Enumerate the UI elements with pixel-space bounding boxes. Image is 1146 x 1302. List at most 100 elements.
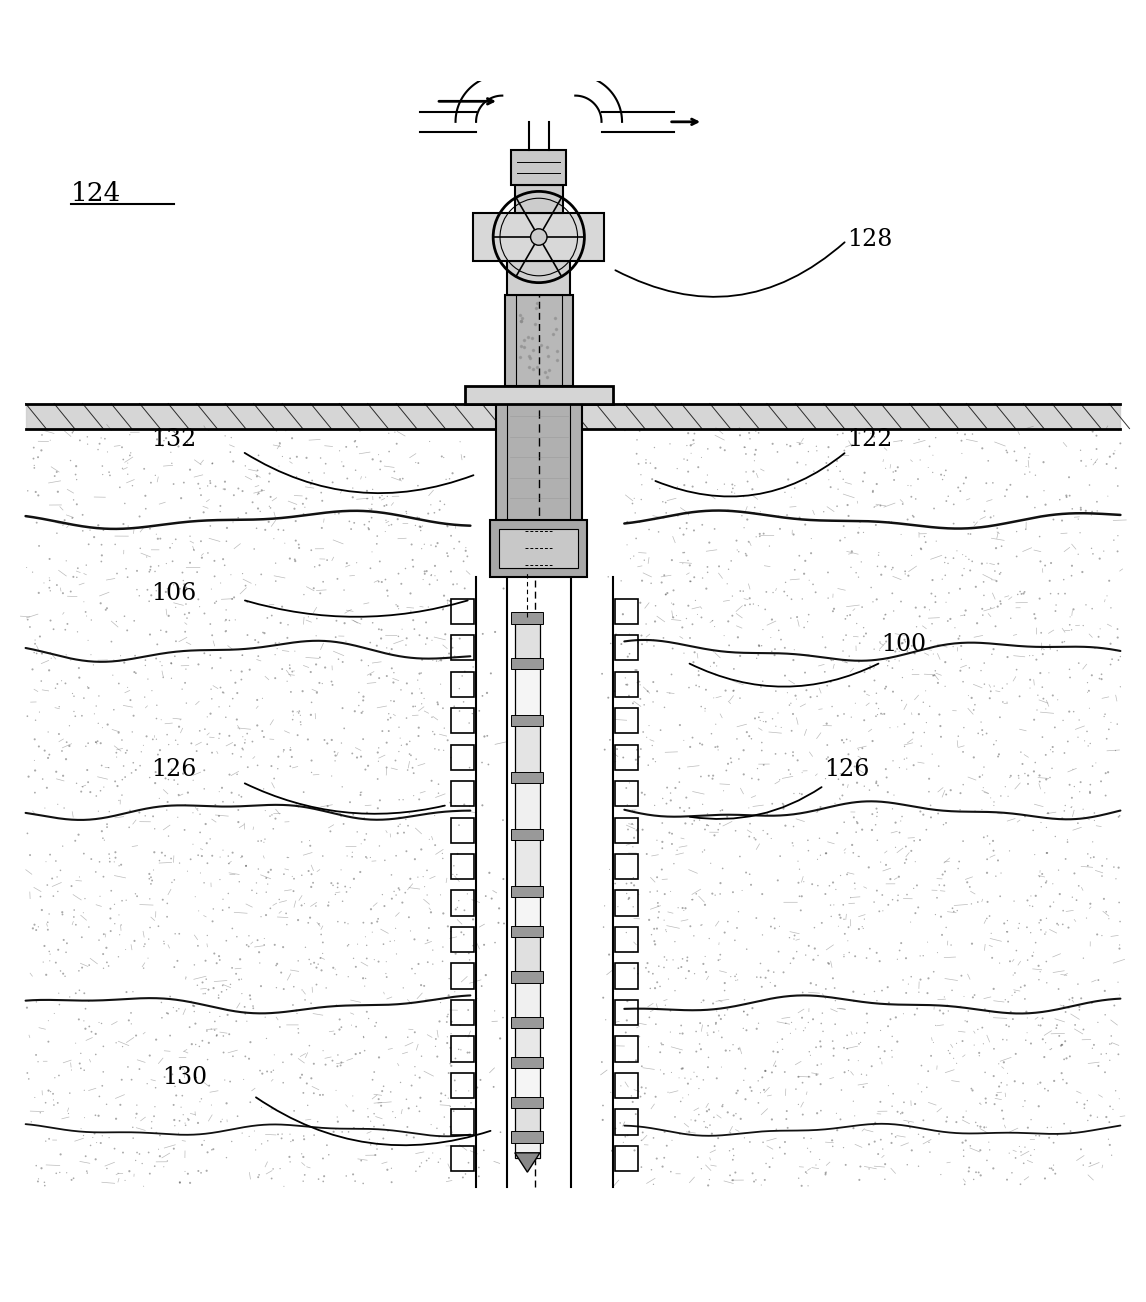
Point xyxy=(736,436,754,457)
Point xyxy=(999,1016,1018,1036)
Point xyxy=(335,814,353,835)
Point xyxy=(53,902,71,923)
Point xyxy=(1088,924,1106,945)
Point xyxy=(388,509,407,530)
Point xyxy=(439,915,457,936)
Point xyxy=(678,549,697,570)
Point xyxy=(665,594,683,615)
Point xyxy=(214,792,233,812)
Point xyxy=(409,725,427,746)
Point xyxy=(121,1003,140,1023)
Point xyxy=(826,793,845,814)
Point xyxy=(787,941,806,962)
Point xyxy=(96,428,115,449)
Point xyxy=(694,953,713,974)
Point xyxy=(966,801,984,822)
Point xyxy=(29,917,47,937)
Point xyxy=(313,960,331,980)
Point xyxy=(879,1075,897,1096)
Point xyxy=(888,716,906,737)
Point xyxy=(724,680,743,700)
Point xyxy=(674,1059,692,1079)
Point xyxy=(929,1124,948,1144)
Point xyxy=(336,913,354,934)
Point xyxy=(354,729,372,750)
Point xyxy=(1031,1073,1050,1094)
Point xyxy=(885,470,903,491)
Point xyxy=(1031,663,1050,684)
Point xyxy=(392,1072,410,1092)
Point xyxy=(282,1131,300,1152)
Point xyxy=(297,488,315,509)
Point xyxy=(676,1068,694,1088)
Point xyxy=(971,1046,989,1066)
Point xyxy=(869,1143,887,1164)
Point xyxy=(794,871,813,892)
Point xyxy=(937,812,956,833)
Point xyxy=(215,611,234,631)
Point xyxy=(64,566,83,587)
Point xyxy=(486,932,504,953)
Point xyxy=(672,1016,690,1036)
Point xyxy=(944,513,963,534)
Point xyxy=(89,439,108,460)
Point xyxy=(105,913,124,934)
Point xyxy=(41,844,60,865)
Point xyxy=(218,1147,236,1168)
Point xyxy=(126,1108,144,1129)
Point xyxy=(1014,1073,1033,1094)
Point xyxy=(432,650,450,671)
Point xyxy=(723,478,741,499)
Point xyxy=(440,643,458,664)
Point xyxy=(1101,654,1120,674)
Point xyxy=(248,883,266,904)
Point xyxy=(166,1116,185,1137)
Point xyxy=(105,852,124,872)
Point xyxy=(185,1001,203,1022)
Point xyxy=(141,917,159,937)
Point xyxy=(990,1075,1008,1096)
Bar xyxy=(452,672,473,697)
Point xyxy=(87,732,105,753)
Point xyxy=(1030,866,1049,887)
Point xyxy=(74,844,93,865)
Point xyxy=(386,422,405,443)
Point xyxy=(409,669,427,690)
Point xyxy=(882,560,901,581)
Point xyxy=(755,1169,774,1190)
Point xyxy=(869,556,887,577)
Point xyxy=(120,445,139,466)
Point xyxy=(700,533,719,553)
Point xyxy=(70,1009,88,1030)
Point xyxy=(426,536,445,557)
Point xyxy=(32,671,50,691)
Point xyxy=(141,624,159,644)
Point xyxy=(800,604,818,625)
Point xyxy=(358,935,376,956)
Point xyxy=(740,725,759,746)
Point xyxy=(346,430,364,450)
Point xyxy=(1030,771,1049,792)
Point xyxy=(944,493,963,514)
Point xyxy=(72,706,91,727)
Point xyxy=(72,1118,91,1139)
Point xyxy=(916,723,934,743)
Point xyxy=(984,840,1003,861)
Point xyxy=(1026,753,1044,773)
Point xyxy=(118,464,136,484)
Point xyxy=(826,1014,845,1035)
Point xyxy=(340,792,359,812)
Point xyxy=(285,1100,304,1121)
Point xyxy=(87,732,105,753)
Point xyxy=(425,805,444,825)
Point xyxy=(1034,727,1052,747)
Point xyxy=(991,707,1010,728)
Point xyxy=(1072,772,1090,793)
Point xyxy=(325,1023,344,1044)
Point xyxy=(29,484,47,505)
Point xyxy=(659,969,677,990)
Point xyxy=(713,1096,731,1117)
Point xyxy=(1031,919,1050,940)
Point xyxy=(292,894,311,915)
Point xyxy=(824,1038,842,1059)
